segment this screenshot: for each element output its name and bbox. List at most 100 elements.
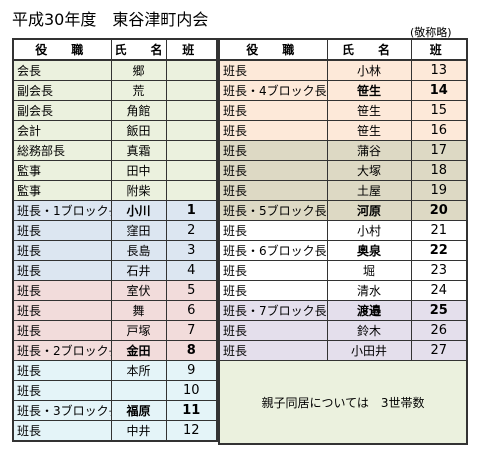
left-table: 役 職氏 名班 会長郷副会長荒副会長 角館 会計 飯田 総務部長 真霜 監事 田中 監事 附柴 班長… [12, 38, 218, 442]
role: 班長 [218, 220, 328, 241]
name: 石井 [110, 260, 167, 281]
header-row: 役 職氏 名班 [12, 38, 218, 61]
column-header: 班 [410, 38, 468, 61]
row: 班長 小田井 27 [218, 340, 468, 361]
role: 班長 [218, 180, 328, 201]
row: 会計 飯田 [12, 120, 218, 141]
row: 班長 土屋 19 [218, 180, 468, 201]
row: 班長 窪田 2 [12, 220, 218, 241]
row: 班長・1ブロック長 小川 1 [12, 200, 218, 221]
group-number [165, 180, 218, 201]
role: 班長・2ブロック長 [12, 340, 112, 361]
group-number: 7 [165, 320, 218, 341]
role: 会長 [12, 59, 112, 81]
role: 班長 [218, 160, 328, 181]
column-header: 役 職 [12, 38, 112, 61]
role: 班長 [12, 280, 112, 301]
column-header: 氏 名 [326, 38, 412, 61]
row: 班長 石井 4 [12, 260, 218, 281]
column-header: 班 [165, 38, 218, 61]
name: 荒 [110, 80, 167, 101]
row: 監事 附柴 [12, 180, 218, 201]
group-number: 13 [410, 59, 468, 81]
role: 班長 [218, 260, 328, 281]
role: 班長 [12, 240, 112, 261]
name: 蒲谷 [326, 140, 412, 161]
role: 班長 [12, 220, 112, 241]
row: 班長 鈴木 26 [218, 320, 468, 341]
role: 監事 [12, 180, 112, 201]
row: 班長 中井 12 [12, 420, 218, 442]
right-table: 役 職氏 名班 班長 小林 13 班長・4ブロック長 笹生 14 班長 笹生 15 班長 笹生 16 班… [218, 38, 468, 445]
role: 班長 [12, 300, 112, 321]
group-number: 8 [165, 340, 218, 361]
group-number: 18 [410, 160, 468, 181]
role: 班長・7ブロック長 [218, 300, 328, 321]
group-number [165, 80, 218, 101]
row: 副会長 角館 [12, 100, 218, 121]
name: 戸塚 [110, 320, 167, 341]
name: 河原 [326, 200, 412, 221]
group-number: 1 [165, 200, 218, 221]
name: 渡邉 [326, 300, 412, 321]
name: 窪田 [110, 220, 167, 241]
role: 班長 [218, 59, 328, 81]
group-number: 21 [410, 220, 468, 241]
role: 班長 [12, 420, 112, 442]
name: 附柴 [110, 180, 167, 201]
name: 小村 [326, 220, 412, 241]
role: 副会長 [12, 100, 112, 121]
role: 班長 [12, 380, 112, 401]
group-number: 11 [165, 400, 218, 421]
group-number: 26 [410, 320, 468, 341]
group-number: 6 [165, 300, 218, 321]
name: 金田 [110, 340, 167, 361]
group-number: 2 [165, 220, 218, 241]
row: 副会長荒 [12, 80, 218, 101]
group-number: 20 [410, 200, 468, 221]
row: 班長 本所 9 [12, 360, 218, 381]
row: 班長 笹生 15 [218, 100, 468, 121]
group-number: 15 [410, 100, 468, 121]
group-number: 27 [410, 340, 468, 361]
group-number: 16 [410, 120, 468, 141]
name: 奥泉 [326, 240, 412, 261]
role: 班長・5ブロック長 [218, 200, 328, 221]
group-number [165, 120, 218, 141]
group-number: 5 [165, 280, 218, 301]
row: 班長 笹生 16 [218, 120, 468, 141]
name: 笹生 [326, 80, 412, 101]
row: 班長・4ブロック長 笹生 14 [218, 80, 468, 101]
group-number: 9 [165, 360, 218, 381]
header-row: 役 職氏 名班 [218, 38, 468, 61]
role: 監事 [12, 160, 112, 181]
footnote-row: 親子同居については 3世帯数 [218, 360, 468, 445]
role: 班長 [218, 100, 328, 121]
name: 大塚 [326, 160, 412, 181]
name: 笹生 [326, 120, 412, 141]
group-number: 14 [410, 80, 468, 101]
group-number: 23 [410, 260, 468, 281]
name: 本所 [110, 360, 167, 381]
row: 班長 大塚 18 [218, 160, 468, 181]
name: 堀 [326, 260, 412, 281]
column-header: 役 職 [218, 38, 328, 61]
row: 班長・5ブロック長 河原 20 [218, 200, 468, 221]
row: 班長・2ブロック長 金田 8 [12, 340, 218, 361]
group-number [165, 59, 218, 81]
role: 副会長 [12, 80, 112, 101]
row: 班長 長島 3 [12, 240, 218, 261]
row: 班長 小村 21 [218, 220, 468, 241]
role: 班長 [218, 320, 328, 341]
group-number: 22 [410, 240, 468, 261]
role: 班長・3ブロック長 [12, 400, 112, 421]
row: 班長 戸塚 7 [12, 320, 218, 341]
role: 班長 [218, 140, 328, 161]
row: 班長・3ブロック長 福原 11 [12, 400, 218, 421]
name: 飯田 [110, 120, 167, 141]
name: 清水 [326, 280, 412, 301]
group-number: 25 [410, 300, 468, 321]
group-number: 4 [165, 260, 218, 281]
group-number: 17 [410, 140, 468, 161]
